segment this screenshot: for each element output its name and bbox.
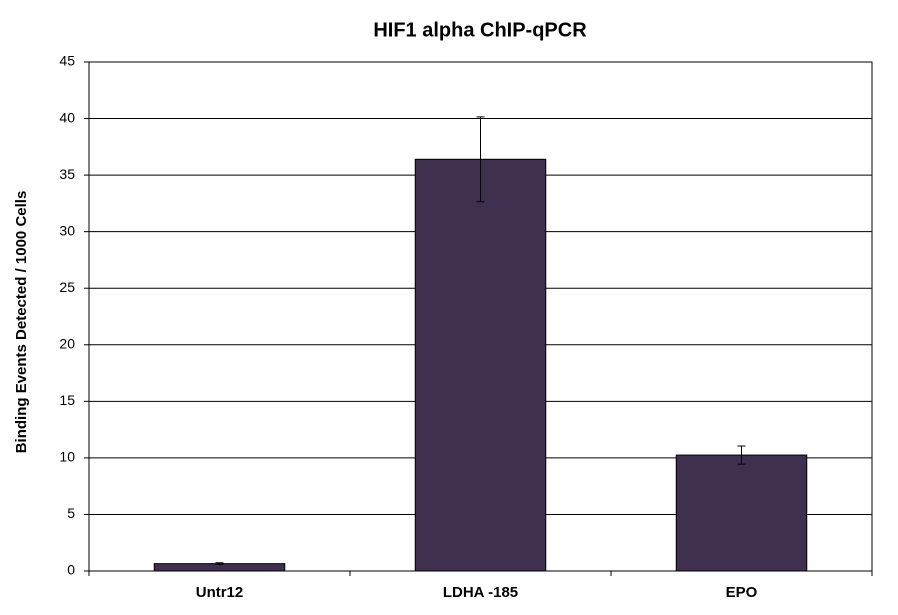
y-tick-label: 45 xyxy=(59,53,75,69)
y-tick-label: 5 xyxy=(67,505,75,521)
bar xyxy=(675,454,808,572)
x-tick-label: EPO xyxy=(726,584,758,601)
error-bar xyxy=(476,116,485,203)
y-tick-label: 15 xyxy=(59,392,75,408)
x-tick-label: LDHA -185 xyxy=(443,584,518,601)
y-tick-label: 40 xyxy=(59,109,75,125)
x-tick-label: Untr12 xyxy=(196,584,244,601)
chart-title: HIF1 alpha ChIP-qPCR xyxy=(373,19,587,41)
y-tick-label: 35 xyxy=(59,166,75,182)
error-bar xyxy=(737,445,746,465)
y-tick-label: 10 xyxy=(59,449,75,465)
y-tick-label: 20 xyxy=(59,335,75,351)
y-tick-label: 0 xyxy=(67,562,75,578)
error-bar xyxy=(215,562,224,566)
bar xyxy=(414,158,547,572)
y-axis-label: Binding Events Detected / 1000 Cells xyxy=(13,191,30,454)
y-tick-label: 30 xyxy=(59,222,75,238)
y-tick-label: 25 xyxy=(59,279,75,295)
